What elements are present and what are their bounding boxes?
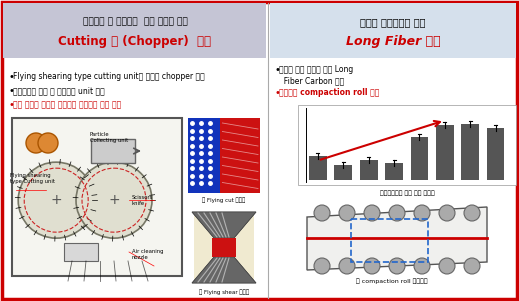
- Circle shape: [38, 133, 58, 153]
- Circle shape: [26, 133, 46, 153]
- FancyBboxPatch shape: [12, 118, 182, 276]
- FancyBboxPatch shape: [487, 128, 504, 180]
- FancyBboxPatch shape: [411, 137, 428, 180]
- Circle shape: [314, 258, 330, 274]
- Circle shape: [364, 258, 380, 274]
- Text: Fiber Carbon 적용: Fiber Carbon 적용: [279, 76, 344, 85]
- Text: 〈 Flying cut 방식〉: 〈 Flying cut 방식〉: [202, 197, 245, 203]
- Circle shape: [339, 205, 355, 221]
- Text: Flying shearing
type Cutting unit: Flying shearing type Cutting unit: [10, 173, 55, 184]
- FancyBboxPatch shape: [270, 3, 516, 58]
- Text: Air cleaning
nozzle: Air cleaning nozzle: [132, 249, 163, 260]
- FancyBboxPatch shape: [436, 126, 454, 180]
- Text: •: •: [8, 100, 14, 110]
- Polygon shape: [192, 212, 256, 238]
- Text: •: •: [274, 88, 280, 98]
- Circle shape: [18, 162, 94, 238]
- Circle shape: [339, 258, 355, 274]
- Text: Scissors
knife: Scissors knife: [132, 195, 154, 206]
- FancyBboxPatch shape: [91, 139, 135, 163]
- Text: •: •: [274, 65, 280, 75]
- Text: 제품의 강도 개선을 위한 Long: 제품의 강도 개선을 위한 Long: [279, 65, 353, 74]
- Text: 스프레드 된 탄소섬유  연속 커팅을 위한: 스프레드 된 탄소섬유 연속 커팅을 위한: [83, 17, 187, 26]
- Circle shape: [364, 205, 380, 221]
- Text: •: •: [8, 86, 14, 96]
- FancyBboxPatch shape: [298, 105, 516, 185]
- Text: Particle
Collecting unit: Particle Collecting unit: [90, 132, 128, 143]
- Circle shape: [414, 205, 430, 221]
- Circle shape: [389, 205, 405, 221]
- FancyBboxPatch shape: [3, 3, 266, 58]
- Circle shape: [439, 205, 455, 221]
- Text: Long Fiber 적용: Long Fiber 적용: [346, 36, 440, 48]
- Text: 제품의 강도개선을 위한: 제품의 강도개선을 위한: [360, 17, 426, 27]
- Text: Flying shearing type cutting unit을 이용한 chopper 개발: Flying shearing type cutting unit을 이용한 c…: [13, 72, 205, 81]
- FancyBboxPatch shape: [188, 118, 221, 193]
- Text: •: •: [8, 72, 14, 82]
- Circle shape: [464, 258, 480, 274]
- Circle shape: [389, 258, 405, 274]
- Text: 특수 코팅된 커팅을 장착하여 탄소섬유 장력 부기: 특수 코팅된 커팅을 장착하여 탄소섬유 장력 부기: [13, 100, 121, 109]
- FancyBboxPatch shape: [212, 238, 236, 257]
- Text: 에어클리닝 노즐 및 분진제거 unit 장착: 에어클리닝 노즐 및 분진제거 unit 장착: [13, 86, 105, 95]
- Polygon shape: [192, 257, 256, 283]
- FancyBboxPatch shape: [461, 124, 479, 180]
- FancyBboxPatch shape: [2, 2, 517, 299]
- Circle shape: [314, 205, 330, 221]
- Polygon shape: [192, 212, 256, 238]
- FancyBboxPatch shape: [212, 238, 236, 257]
- Text: 〈 compaction roll 최적화〉: 〈 compaction roll 최적화〉: [356, 278, 428, 284]
- FancyBboxPatch shape: [334, 165, 352, 180]
- Polygon shape: [192, 257, 256, 283]
- FancyBboxPatch shape: [194, 215, 254, 280]
- Circle shape: [414, 258, 430, 274]
- FancyBboxPatch shape: [309, 156, 327, 180]
- Polygon shape: [307, 207, 487, 270]
- FancyBboxPatch shape: [385, 163, 403, 180]
- Text: +: +: [108, 193, 120, 207]
- Circle shape: [464, 205, 480, 221]
- Text: +: +: [50, 193, 62, 207]
- Text: 〈섬유길이에 따른 물성 증가〉: 〈섬유길이에 따른 물성 증가〉: [379, 190, 434, 196]
- Circle shape: [439, 258, 455, 274]
- FancyBboxPatch shape: [360, 160, 377, 180]
- Text: Cutting 부 (Chopper)  개발: Cutting 부 (Chopper) 개발: [59, 36, 212, 48]
- Circle shape: [76, 162, 152, 238]
- FancyBboxPatch shape: [64, 243, 98, 261]
- FancyBboxPatch shape: [221, 118, 260, 193]
- Text: 최적화된 compaction roll 개발: 최적화된 compaction roll 개발: [279, 88, 379, 97]
- Text: 〈 Flying shear 방식〉: 〈 Flying shear 방식〉: [199, 289, 249, 295]
